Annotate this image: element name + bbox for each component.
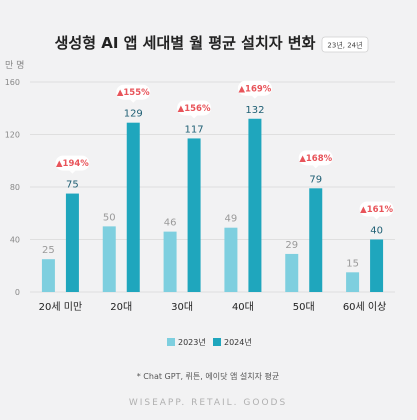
bar-2023 bbox=[102, 226, 116, 292]
bar-2024 bbox=[309, 188, 323, 292]
bar-2023 bbox=[285, 253, 299, 292]
grid-layer: 0 40 80 120 160 bbox=[5, 78, 395, 297]
legend-label-2023: 2023년 bbox=[178, 337, 206, 347]
legend: 2023년 2024년 bbox=[167, 337, 252, 347]
bar-2023 bbox=[163, 231, 177, 292]
y-axis-unit: 만 명 bbox=[5, 60, 24, 71]
growth-badge-pointer bbox=[69, 170, 76, 174]
growth-badge bbox=[298, 150, 333, 166]
value-label-2023: 29 bbox=[285, 240, 298, 251]
period-badge: 23년, 24년 bbox=[321, 36, 369, 53]
y-tick-label: 40 bbox=[10, 236, 20, 245]
growth-badge-pointer bbox=[373, 216, 380, 220]
category-label: 20세 미만 bbox=[39, 301, 83, 313]
growth-badge-pointer bbox=[251, 95, 258, 99]
bar-2024 bbox=[370, 239, 384, 292]
legend-label-2024: 2024년 bbox=[224, 337, 252, 347]
category-label: 30대 bbox=[171, 301, 193, 313]
growth-badge bbox=[116, 84, 151, 100]
chart-title: 생성형 AI 앱 세대별 월 평균 설치자 변화 bbox=[55, 34, 316, 52]
bar-2024 bbox=[187, 138, 201, 292]
y-tick-label: 120 bbox=[5, 131, 20, 140]
y-tick-label: 0 bbox=[15, 288, 20, 297]
growth-label: ▲169% bbox=[239, 84, 272, 94]
labels-layer: 25 75 ▲194% 20세 미만 50 129 ▲155% 20대 46 117 ▲156% 30… bbox=[39, 80, 394, 313]
growth-badge-pointer bbox=[312, 165, 319, 169]
value-label-2023: 15 bbox=[346, 258, 359, 269]
category-label: 40대 bbox=[232, 301, 254, 313]
growth-label: ▲155% bbox=[117, 88, 150, 98]
legend-swatch-2024 bbox=[213, 338, 221, 346]
bar-2023 bbox=[224, 227, 238, 292]
growth-badge bbox=[237, 80, 272, 96]
growth-badge bbox=[177, 100, 212, 116]
value-label-2024: 79 bbox=[309, 174, 322, 185]
bar-2024 bbox=[248, 118, 262, 292]
category-label: 20대 bbox=[110, 301, 132, 313]
y-tick-label: 80 bbox=[10, 183, 20, 192]
growth-badge bbox=[359, 201, 394, 217]
value-label-2024: 129 bbox=[124, 109, 143, 120]
value-label-2023: 50 bbox=[103, 212, 116, 223]
value-label-2023: 46 bbox=[164, 218, 177, 229]
growth-label: ▲156% bbox=[178, 104, 211, 114]
growth-label: ▲194% bbox=[56, 159, 89, 169]
legend-swatch-2023 bbox=[167, 338, 175, 346]
y-tick-label: 160 bbox=[5, 78, 20, 87]
value-label-2024: 40 bbox=[370, 226, 383, 237]
value-label-2024: 117 bbox=[185, 124, 204, 135]
growth-badge bbox=[55, 155, 90, 171]
footnote: * Chat GPT, 뤼튼, 에이닷 앱 설치자 평균 bbox=[137, 371, 279, 381]
bar-2023 bbox=[346, 272, 360, 292]
bars-layer bbox=[41, 118, 384, 292]
growth-badge-pointer bbox=[130, 99, 137, 103]
category-label: 60세 이상 bbox=[343, 301, 387, 313]
bar-2024 bbox=[126, 122, 140, 292]
growth-label: ▲168% bbox=[299, 154, 332, 164]
bar-2023 bbox=[41, 259, 55, 292]
growth-label: ▲161% bbox=[360, 205, 393, 215]
value-label-2023: 49 bbox=[225, 214, 238, 225]
value-label-2024: 132 bbox=[245, 105, 264, 116]
growth-badge-pointer bbox=[191, 115, 198, 119]
period-badge-text: 23년, 24년 bbox=[327, 41, 362, 50]
value-label-2023: 25 bbox=[42, 245, 55, 256]
category-label: 50대 bbox=[293, 301, 315, 313]
bar-2024 bbox=[65, 193, 79, 292]
watermark: WISEAPP. RETAIL. GOODS bbox=[129, 398, 287, 408]
value-label-2024: 75 bbox=[66, 180, 79, 191]
